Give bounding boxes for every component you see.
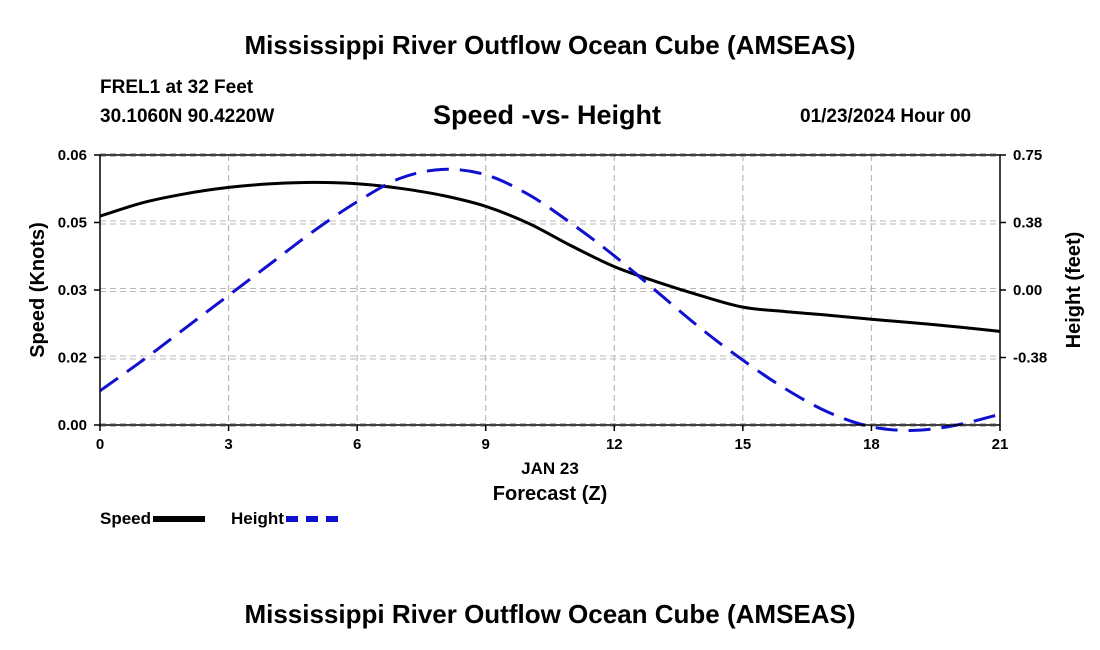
x-tick-label: 9 — [482, 436, 490, 453]
y2-axis-title: Height (feet) — [1063, 232, 1085, 349]
y-tick-label: 0.02 — [58, 350, 87, 367]
axis-labels: 0 3 6 9 12 15 18 21 0.00 0.02 0.03 0.05 0.06 -0.38 0.0… — [27, 147, 1085, 505]
y2-tick-label: 0.75 — [1013, 147, 1042, 164]
x-tick-label: 0 — [96, 436, 104, 453]
x-axis-date-label: JAN 23 — [521, 459, 579, 478]
y-tick-label: 0.06 — [58, 147, 87, 164]
legend-height: Height — [231, 509, 338, 529]
forecast-datetime: 01/23/2024 Hour 00 — [800, 106, 972, 127]
x-tick-label: 6 — [353, 436, 361, 453]
x-tick-label: 12 — [606, 436, 623, 453]
axis-ticks — [94, 154, 1006, 431]
y2-tick-label: 0.38 — [1013, 215, 1042, 232]
x-tick-label: 3 — [224, 436, 232, 453]
x-axis-title: Forecast (Z) — [493, 483, 607, 505]
grid — [100, 153, 1000, 427]
y-tick-label: 0.03 — [58, 282, 87, 299]
x-tick-label: 15 — [735, 436, 752, 453]
y-axis-title: Speed (Knots) — [27, 222, 49, 358]
legend-speed-swatch — [153, 516, 206, 522]
x-tick-label: 21 — [992, 436, 1009, 453]
legend-height-label: Height — [231, 509, 284, 528]
y2-tick-label: -0.38 — [1013, 350, 1047, 367]
legend-speed-label: Speed — [100, 509, 152, 528]
main-title: Mississippi River Outflow Ocean Cube (AM… — [244, 30, 856, 60]
station-coordinates: 30.1060N 90.4220W — [100, 106, 275, 127]
chart-subtitle: Speed -vs- Height — [433, 100, 662, 130]
station-label: FREL1 at 32 Feet — [100, 77, 254, 98]
series-layer — [99, 167, 1001, 432]
bottom-title: Mississippi River Outflow Ocean Cube (AM… — [244, 599, 856, 629]
legend-height-swatch — [285, 516, 338, 522]
y-tick-label: 0.05 — [58, 215, 87, 232]
y-tick-label: 0.00 — [58, 417, 87, 434]
legend-speed: Speed — [100, 509, 206, 529]
y2-tick-label: 0.00 — [1013, 282, 1042, 299]
speed-height-chart: 0 3 6 9 12 15 18 21 0.00 0.02 0.03 0.05 0.06 -0.38 0.0… — [27, 147, 1085, 505]
series-line-height — [99, 167, 1001, 432]
series-line-speed — [99, 180, 1001, 333]
x-tick-label: 18 — [863, 436, 880, 453]
